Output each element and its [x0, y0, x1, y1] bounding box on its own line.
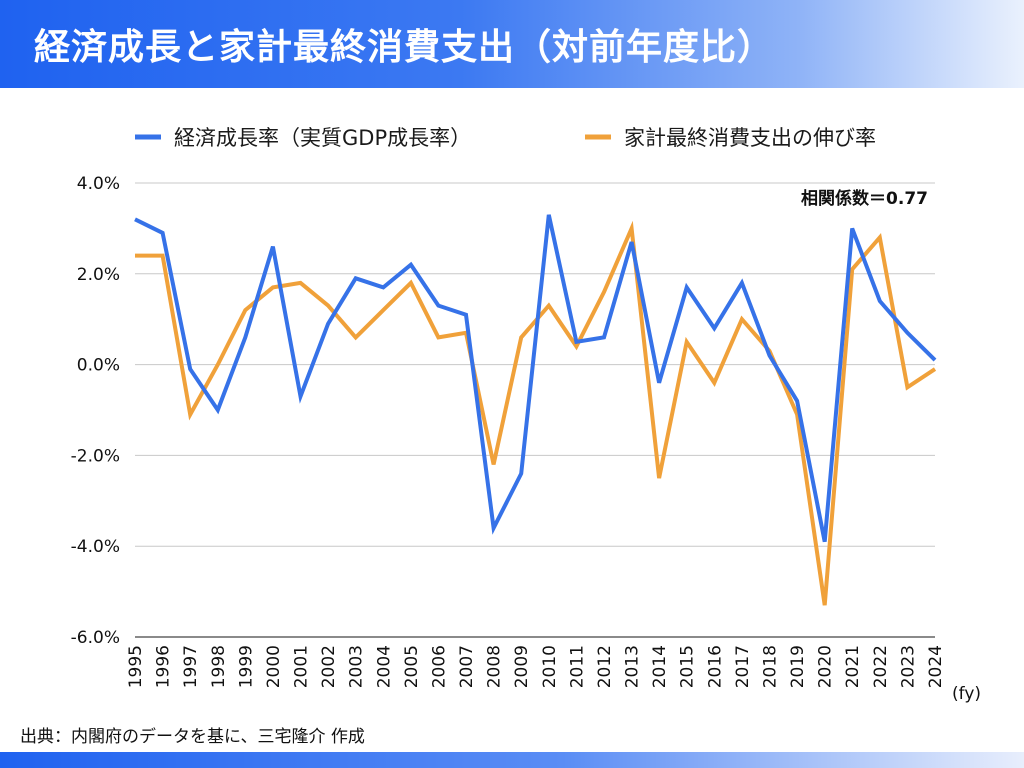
- x-tick-label: 2020: [816, 645, 836, 688]
- x-tick-label: 2012: [595, 645, 615, 688]
- x-tick-label: 2007: [457, 645, 477, 688]
- series-lines: [134, 214, 937, 606]
- y-tick-label: 2.0%: [77, 265, 120, 285]
- x-tick-label: 2021: [843, 645, 863, 688]
- gridlines: [135, 182, 935, 638]
- x-tick-label: 2017: [733, 645, 753, 688]
- x-tick-label: 2024: [926, 645, 946, 688]
- x-tick-labels: 1995 1996 1997 1998 1999 2000 2001 2002 2003 2004…: [126, 645, 946, 688]
- x-tick-label: 2011: [567, 645, 587, 688]
- y-tick-labels: 4.0% 2.0% 0.0% -2.0% -4.0% -6.0%: [71, 174, 120, 648]
- x-tick-label: 2002: [319, 645, 339, 688]
- x-tick-label: 1996: [154, 645, 174, 688]
- x-tick-label: 2013: [623, 645, 643, 688]
- x-tick-label: 2003: [347, 645, 367, 688]
- x-tick-label: 1999: [236, 645, 256, 688]
- x-tick-label: 2015: [678, 645, 698, 688]
- x-tick-label: 1998: [209, 645, 229, 688]
- x-tick-label: 2006: [429, 645, 449, 688]
- source-note: 出典：内閣府のデータを基に、三宅隆介 作成: [20, 727, 365, 747]
- y-tick-label: -6.0%: [71, 628, 120, 648]
- x-axis-unit: (fy): [952, 684, 981, 704]
- x-tick-label: 1995: [126, 645, 146, 688]
- series-line-gdp: [134, 214, 937, 543]
- title-bar: 経済成長と家計最終消費支出（対前年度比）: [0, 0, 1024, 88]
- y-tick-label: -2.0%: [71, 446, 120, 466]
- x-tick-label: 2014: [650, 645, 670, 688]
- legend: 経済成長率（実質GDP成長率） 家計最終消費支出の伸び率: [135, 126, 876, 150]
- x-tick-label: 2022: [871, 645, 891, 688]
- legend-label-consumption: 家計最終消費支出の伸び率: [624, 126, 876, 150]
- y-tick-label: -4.0%: [71, 537, 120, 557]
- bottom-bar: [0, 752, 1024, 768]
- x-tick-label: 2005: [402, 645, 422, 688]
- x-tick-label: 2009: [512, 645, 532, 688]
- page-title: 経済成長と家計最終消費支出（対前年度比）: [34, 27, 775, 68]
- x-tick-label: 2004: [374, 645, 394, 688]
- correlation-annotation: 相関係数＝0.77: [801, 188, 928, 209]
- x-tick-label: 2016: [705, 645, 725, 688]
- x-tick-label: 1997: [181, 645, 201, 688]
- x-tick-label: 2001: [292, 645, 312, 688]
- series-line-consumption: [135, 220, 937, 606]
- y-tick-label: 0.0%: [77, 356, 120, 376]
- y-tick-label: 4.0%: [77, 174, 120, 194]
- x-tick-label: 2018: [760, 645, 780, 688]
- x-tick-label: 2008: [485, 645, 505, 688]
- x-tick-label: 2000: [264, 645, 284, 688]
- x-tick-label: 2010: [540, 645, 560, 688]
- legend-label-gdp: 経済成長率（実質GDP成長率）: [174, 126, 471, 150]
- x-tick-label: 2019: [788, 645, 808, 688]
- x-tick-label: 2023: [898, 645, 918, 688]
